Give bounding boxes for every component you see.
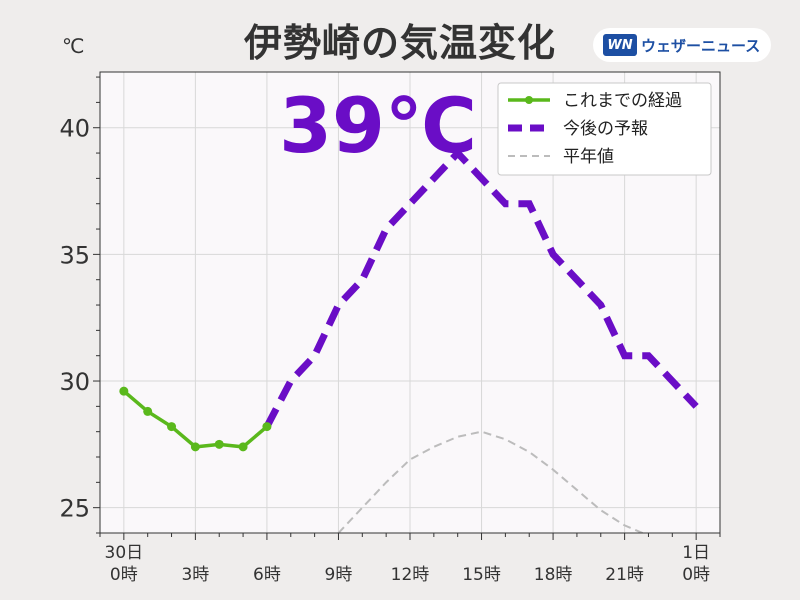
data-point [262,422,272,432]
plot-frame [99,71,721,534]
x-tick-label: 18時 [534,565,573,585]
data-point [190,442,200,452]
series-line [263,147,699,429]
series-layer [119,147,699,533]
y-axis-unit: ℃ [62,34,85,58]
legend-box [497,82,712,176]
x-tick-label: 30日 [105,543,144,563]
data-point [167,422,177,432]
data-point [119,386,129,396]
x-tick-label: 9時 [325,565,353,585]
y-tick-label: 35 [59,241,90,269]
legend-label: これまでの経過 [563,91,682,111]
logo-text: ウェザーニュース [641,36,761,55]
weathernews-logo: WN ウェザーニュース [593,28,771,62]
x-tick-label: 6時 [253,565,281,585]
legend-label: 平年値 [563,147,614,167]
legend-marker [525,96,533,104]
x-tick-label: 1日 [682,543,710,563]
data-point [143,406,153,416]
x-tick-label: 0時 [682,565,710,585]
series-line [337,430,646,533]
x-tick-label: 0時 [110,565,138,585]
y-tick-label: 30 [59,368,90,396]
max-temp-label: 39℃ [279,81,477,170]
y-tick-label: 25 [59,495,90,523]
data-point [238,442,248,452]
chart-title: 伊勢崎の気温変化 [243,21,556,65]
grid-lines [100,72,720,533]
legend-label: 今後の予報 [563,119,648,139]
y-tick-label: 40 [59,115,90,143]
x-tick-label: 3時 [181,565,209,585]
x-tick-label: 12時 [391,565,430,585]
data-point [214,439,224,449]
x-tick-label: 15時 [462,565,501,585]
weathernews-mark-icon: WN [603,34,637,56]
x-tick-label: 21時 [605,565,644,585]
